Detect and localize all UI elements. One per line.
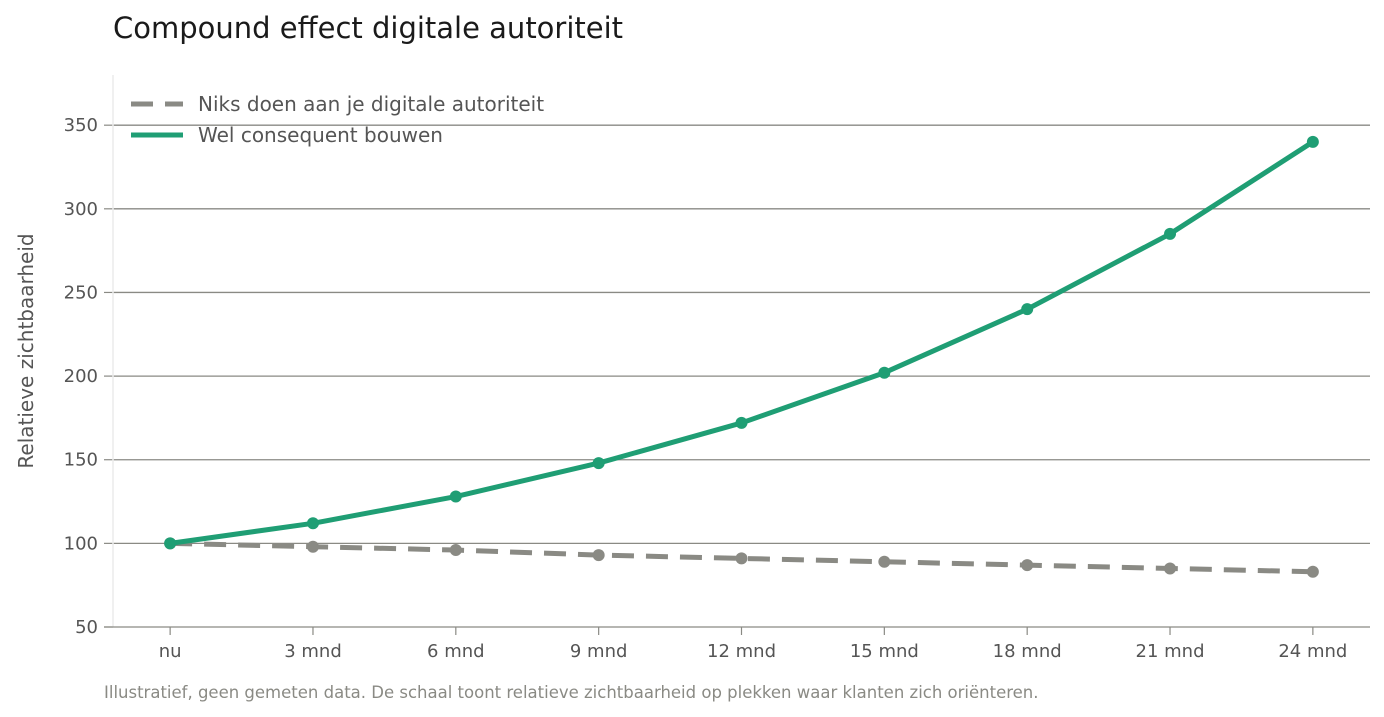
x-tick-label: 3 mnd — [284, 641, 342, 662]
data-point — [1021, 559, 1034, 572]
series-line — [169, 139, 1315, 546]
x-tick-label: 6 mnd — [427, 641, 485, 662]
data-point — [1164, 227, 1177, 240]
legend-label: Wel consequent bouwen — [198, 123, 443, 147]
y-axis-label: Relatieve zichtbaarheid — [14, 233, 38, 468]
chart-title: Compound effect digitale autoriteit — [113, 11, 623, 45]
data-point — [1021, 303, 1034, 316]
data-point — [1306, 135, 1319, 148]
data-point — [164, 537, 177, 550]
data-point — [1306, 565, 1319, 578]
series-line — [170, 540, 1313, 575]
x-tick-label: 15 mnd — [850, 641, 919, 662]
y-tick-label: 200 — [64, 366, 98, 387]
data-point — [306, 517, 319, 530]
y-tick-label: 350 — [64, 115, 98, 136]
y-tick-label: 50 — [75, 617, 98, 638]
legend-label: Niks doen aan je digitale autoriteit — [198, 92, 544, 116]
y-tick-label: 300 — [64, 199, 98, 220]
data-point — [1164, 562, 1177, 575]
x-tick-label: 9 mnd — [570, 641, 628, 662]
y-tick-label: 250 — [64, 282, 98, 303]
data-point — [592, 457, 605, 470]
data-point — [878, 366, 891, 379]
data-point — [306, 540, 319, 553]
legend: Niks doen aan je digitale autoriteit Wel … — [131, 92, 544, 147]
data-point — [735, 552, 748, 565]
data-point — [449, 490, 462, 503]
data-point — [878, 555, 891, 568]
footnote: Illustratief, geen gemeten data. De scha… — [104, 683, 1039, 702]
x-tick-label: 18 mnd — [993, 641, 1062, 662]
data-point — [449, 544, 462, 557]
x-tick-label: nu — [159, 641, 182, 662]
x-tick-label: 21 mnd — [1136, 641, 1205, 662]
y-tick-label: 100 — [64, 533, 98, 554]
x-tick-label: 12 mnd — [707, 641, 776, 662]
y-tick-label: 150 — [64, 450, 98, 471]
data-point — [592, 549, 605, 562]
x-tick-label: 24 mnd — [1278, 641, 1347, 662]
data-point — [735, 416, 748, 429]
